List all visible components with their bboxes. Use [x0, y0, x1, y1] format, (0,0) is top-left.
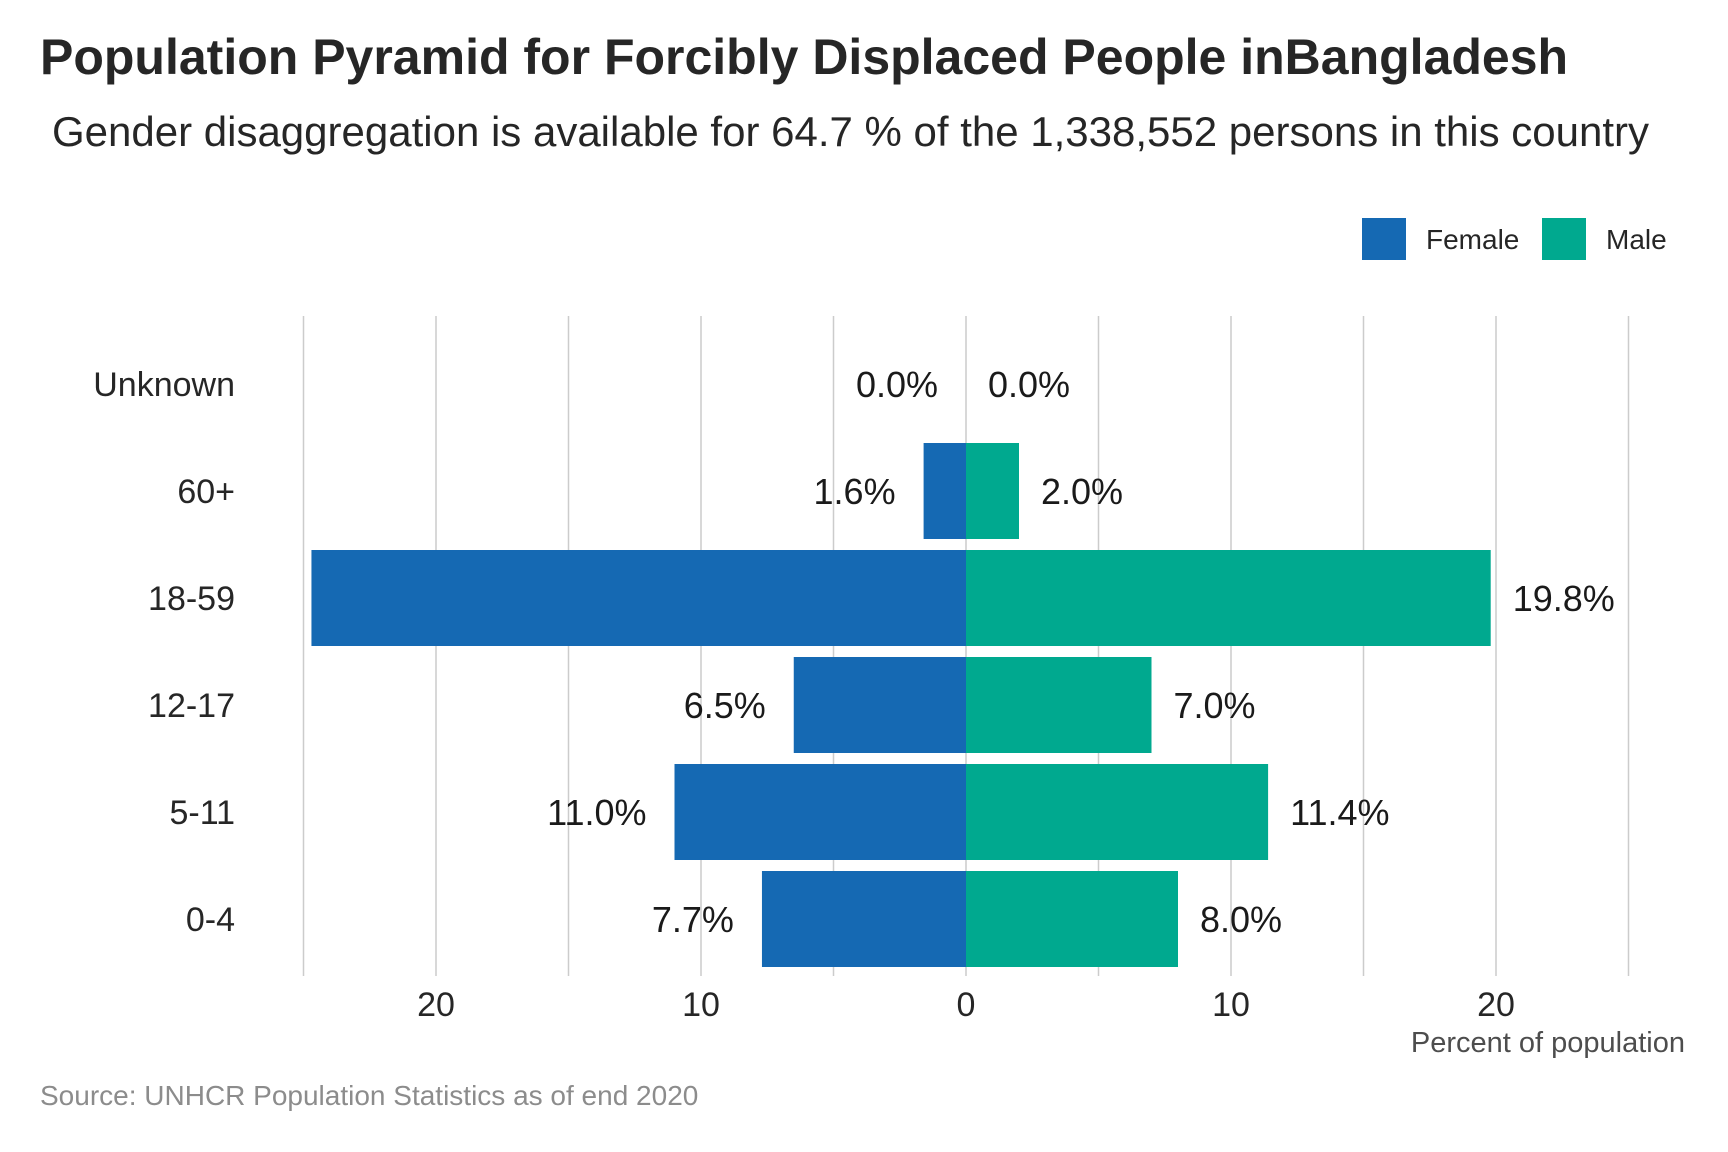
data-label-male: 19.8%: [1513, 578, 1615, 619]
data-label-male: 11.4%: [1290, 792, 1389, 833]
bar-female-0-4: [761, 871, 966, 967]
bar-male-5-11: [966, 764, 1269, 860]
legend-label-female: Female: [1426, 224, 1519, 255]
bar-male-18-59: [966, 550, 1491, 646]
data-label-male: 8.0%: [1200, 899, 1282, 940]
x-tick-label: 20: [417, 986, 455, 1024]
bar-female-18-59: [311, 550, 966, 646]
data-label-female: 1.6%: [814, 471, 896, 512]
category-label: 0-4: [186, 901, 235, 939]
legend-swatch-male: [1542, 218, 1586, 260]
data-label-male: 2.0%: [1041, 471, 1123, 512]
category-labels: Unknown 60+ 18-59 12-17 5-11 0-4: [93, 366, 235, 939]
category-label: 60+: [177, 473, 235, 511]
bar-female-60-: [923, 443, 966, 539]
chart-subtitle: Gender disaggregation is available for 6…: [52, 108, 1650, 155]
legend-swatch-female: [1362, 218, 1406, 260]
data-label-male: 7.0%: [1174, 685, 1256, 726]
bar-female-5-11: [674, 764, 966, 860]
bar-male-12-17: [966, 657, 1152, 753]
category-label: Unknown: [93, 366, 235, 404]
x-axis-ticks: 20 10 0 10 20: [417, 986, 1515, 1024]
bar-male-60-: [966, 443, 1019, 539]
category-label: 18-59: [148, 580, 235, 618]
bar-male-0-4: [966, 871, 1178, 967]
legend: Female Male: [1362, 218, 1667, 260]
category-label: 12-17: [148, 687, 235, 725]
x-tick-label: 0: [957, 986, 976, 1024]
chart-title: Population Pyramid for Forcibly Displace…: [40, 29, 1569, 85]
bar-female-12-17: [793, 657, 966, 753]
data-label-male: 0.0%: [988, 364, 1070, 405]
source-note: Source: UNHCR Population Statistics as o…: [40, 1080, 699, 1111]
legend-label-male: Male: [1606, 224, 1667, 255]
x-axis-title: Percent of population: [1411, 1027, 1685, 1059]
data-label-female: 7.7%: [652, 899, 734, 940]
bars: [311, 443, 1491, 967]
x-tick-label: 10: [682, 986, 720, 1024]
x-tick-label: 20: [1477, 986, 1515, 1024]
data-labels: 0.0% 0.0% 1.6% 2.0% 19.8% 6.5% 7.0% 11.0% 11.4% 7…: [547, 364, 1615, 940]
data-label-female: 6.5%: [684, 685, 766, 726]
data-label-female: 11.0%: [547, 792, 646, 833]
x-tick-label: 10: [1212, 986, 1250, 1024]
category-label: 5-11: [169, 794, 235, 832]
data-label-female: 0.0%: [856, 364, 938, 405]
